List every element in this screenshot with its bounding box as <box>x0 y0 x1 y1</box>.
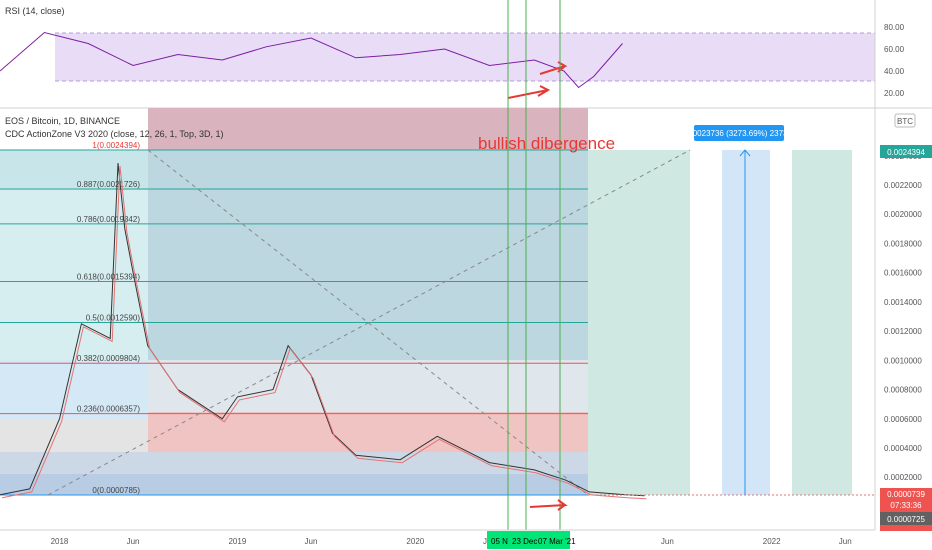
fib-label: 0(0.0000785) <box>92 486 140 495</box>
diagonal-down-line <box>147 149 589 496</box>
fib-label: 0.786(0.0019342) <box>77 215 141 224</box>
current-price-tag <box>880 488 932 512</box>
fib-label: 0.887(0.0021726) <box>77 180 141 189</box>
currency-button[interactable] <box>894 113 916 128</box>
symbol-title: EOS / Bitcoin, 1D, BINANCE <box>5 116 120 126</box>
x-tick-label: 2022 <box>763 537 781 546</box>
diagonal-up-line <box>47 149 691 496</box>
time-axis: 2018Jun2019Jun2020JunJun2022Jun 05 N 23 … <box>0 529 875 549</box>
x-tick-label: Jun <box>661 537 674 546</box>
rsi-title: RSI (14, close) <box>5 6 65 16</box>
highlight-2: 23 Dec <box>512 537 537 546</box>
rsi-tick-label: 80.00 <box>884 23 905 32</box>
price-tick-label: 0.0022000 <box>884 181 922 190</box>
x-tick-label: 2018 <box>51 537 69 546</box>
fib-label: 0.382(0.0009804) <box>77 354 141 363</box>
fib-label: 0.618(0.0015394) <box>77 273 141 282</box>
price-panel: 1(0.0024394) 0.887(0.0021726) 0.786(0.0019… <box>0 0 875 530</box>
measure-label-box <box>694 125 784 141</box>
x-tick-label: Jun <box>839 537 852 546</box>
x-tick-label: Jun <box>127 537 140 546</box>
top-price-tag <box>880 145 932 158</box>
rsi-tick-label: 40.00 <box>884 67 905 76</box>
annotation-text: bullish dibergence <box>478 134 615 153</box>
price-tick-label: 0.0006000 <box>884 415 922 424</box>
countdown-text: 07:33:36 <box>890 501 922 510</box>
fib-label: 0.236(0.0006357) <box>77 405 141 414</box>
price-axis: 0.00240000.00220000.00200000.00180000.00… <box>880 113 932 531</box>
rsi-tick-label: 60.00 <box>884 45 905 54</box>
current-price-text: 0.0000739 <box>887 490 925 499</box>
price-line <box>0 163 645 497</box>
price-tick-label: 0.0020000 <box>884 210 922 219</box>
lower-price-tag <box>880 512 932 525</box>
highlight-range <box>487 531 570 549</box>
indicator-title: CDC ActionZone V3 2020 (close, 12, 26, 1… <box>5 129 223 139</box>
currency-button-label: BTC <box>897 117 913 126</box>
price-tick-label: 0.0008000 <box>884 386 922 395</box>
price-tick-label: 0.0010000 <box>884 356 922 365</box>
price-tick-label: 0.0014000 <box>884 298 922 307</box>
price-tick-label: 0.0016000 <box>884 269 922 278</box>
price-arrow <box>529 499 568 511</box>
price-tick-label: 0.0018000 <box>884 239 922 248</box>
price-ma-line <box>1 166 647 500</box>
fib-label: 1(0.0024394) <box>92 141 140 150</box>
price-tick-label: 0.0002000 <box>884 473 922 482</box>
x-tick-label: 2019 <box>228 537 246 546</box>
measure-label: 0.0023736 (3273.69%) 23736 <box>686 129 792 138</box>
highlight-1: 05 N <box>491 537 508 546</box>
lower-price-text: 0.0000725 <box>887 515 925 524</box>
price-tick-label: 0.0012000 <box>884 327 922 336</box>
bottom-price-tag <box>880 525 932 531</box>
highlight-3: 07 Mar '21 <box>538 537 576 546</box>
rsi-arrow-up <box>539 61 568 75</box>
price-tick-label: 0.0004000 <box>884 444 922 453</box>
rsi-line <box>0 31 623 89</box>
rsi-panel: RSI (14, close) 80.00 60.00 40.00 20.00 <box>0 6 905 99</box>
rsi-divergence-arrow <box>507 85 551 99</box>
x-tick-label: Jun <box>305 537 318 546</box>
x-tick-label: 2020 <box>406 537 424 546</box>
top-price-tag-text: 0.0024394 <box>887 148 925 157</box>
rsi-tick-label: 20.00 <box>884 89 905 98</box>
